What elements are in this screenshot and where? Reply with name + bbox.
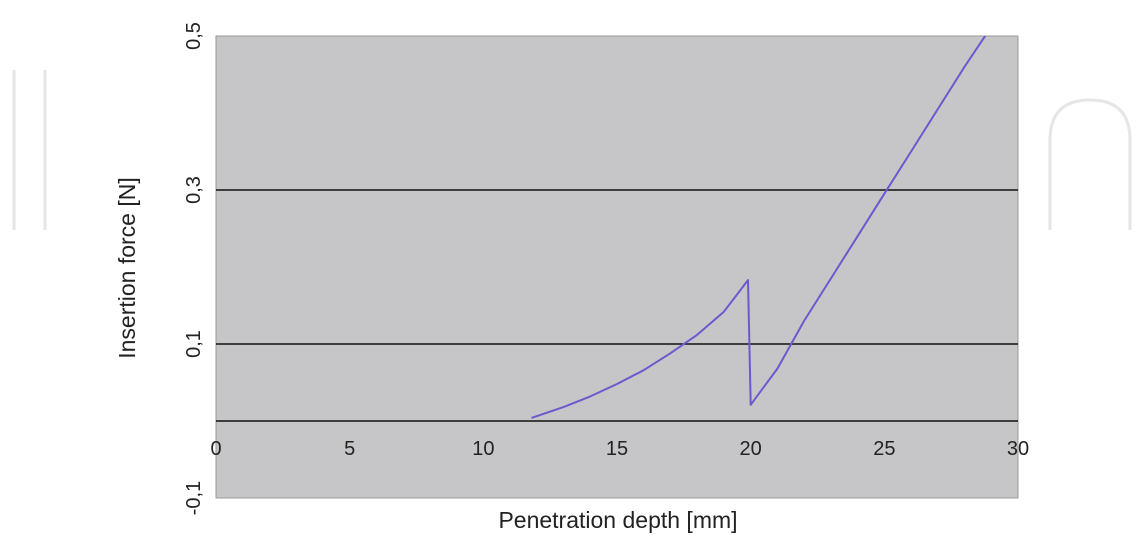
y-tick-label: 0,1 <box>183 330 205 358</box>
y-axis-label: Insertion force [N] <box>114 177 140 359</box>
x-axis-ticks: 0 5 10 15 20 25 30 <box>210 438 1029 460</box>
x-tick-label: 25 <box>873 438 895 460</box>
y-tick-label: 0,5 <box>183 22 205 50</box>
y-axis-ticks: -0,1 0,1 0,3 0,5 <box>183 22 205 515</box>
plot-area <box>215 35 1019 499</box>
series-line-0 <box>531 36 987 419</box>
y-tick-label: -0,1 <box>183 481 205 515</box>
x-tick-label: 0 <box>210 438 221 460</box>
x-axis-label: Penetration depth [mm] <box>498 507 737 533</box>
series-group <box>531 36 987 419</box>
x-tick-label: 5 <box>344 438 355 460</box>
x-tick-label: 15 <box>606 438 628 460</box>
gridlines <box>216 189 1018 422</box>
y-tick-label: 0,3 <box>183 176 205 204</box>
x-tick-label: 10 <box>472 438 494 460</box>
watermark-logo <box>12 70 1132 230</box>
x-tick-label: 30 <box>1007 438 1029 460</box>
x-tick-label: 20 <box>740 438 762 460</box>
